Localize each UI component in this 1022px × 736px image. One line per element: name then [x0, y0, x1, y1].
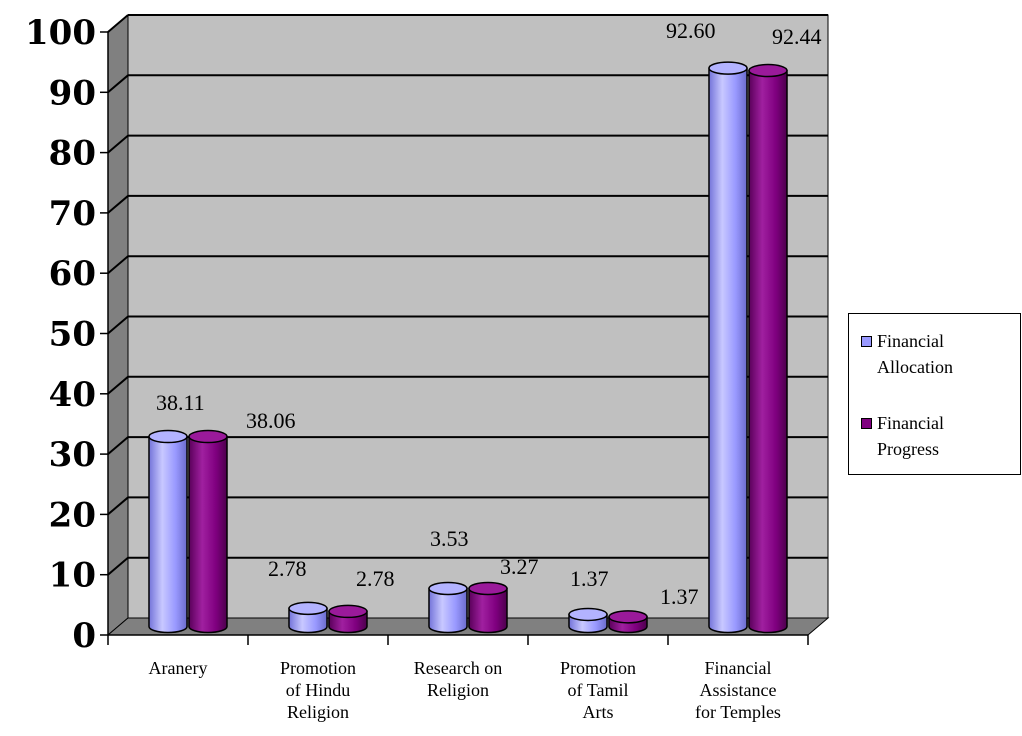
- bar-body: [748, 69, 788, 634]
- bar-body: [188, 435, 228, 634]
- y-tick-label: 10: [49, 556, 96, 596]
- gridline-side: [107, 134, 129, 154]
- category-label-line: of Tamil: [568, 680, 629, 700]
- bar-top: [748, 63, 788, 78]
- category-label-line: Religion: [287, 702, 349, 722]
- bars: [148, 61, 788, 634]
- data-label: 38.06: [246, 408, 296, 433]
- data-label: 92.44: [772, 24, 822, 49]
- bar-top: [608, 610, 648, 624]
- bar: [428, 581, 468, 634]
- legend-label-progress: Financial Progress: [877, 413, 944, 459]
- data-label: 1.37: [570, 566, 609, 591]
- bar: [748, 63, 788, 634]
- gridline-side: [107, 315, 129, 335]
- bar-body: [148, 435, 188, 634]
- data-label: 3.27: [500, 554, 539, 579]
- y-tick-label: 40: [49, 375, 96, 415]
- y-tick-label: 100: [25, 13, 96, 53]
- category-label: Promotion of Tamil Arts: [560, 658, 636, 722]
- y-tick-label: 70: [49, 194, 96, 234]
- data-label: 3.53: [430, 526, 469, 551]
- data-label: 92.60: [666, 18, 716, 43]
- category-label-line: Financial: [705, 658, 772, 678]
- category-label-line: Assistance: [700, 680, 777, 700]
- legend-label-allocation: Financial Allocation: [877, 331, 953, 377]
- bar-top: [468, 581, 508, 596]
- bar: [188, 429, 228, 634]
- y-tick-label: 80: [49, 134, 96, 174]
- y-tick-label: 90: [49, 73, 96, 113]
- bar: [288, 601, 328, 634]
- bar-body: [428, 587, 468, 634]
- category-label-line: Religion: [427, 680, 489, 700]
- gridline-side: [107, 255, 129, 274]
- bar-top: [148, 429, 188, 444]
- bar-top: [708, 61, 748, 75]
- bar: [148, 429, 188, 634]
- category-label-line: Research on: [414, 658, 502, 678]
- legend-swatch-progress: [861, 418, 872, 429]
- bar: [328, 604, 368, 634]
- legend-swatch-allocation: [861, 336, 872, 347]
- gridline-side: [107, 496, 129, 516]
- bar: [568, 607, 608, 634]
- category-label-line: of Hindu: [286, 680, 351, 700]
- bar: [468, 581, 508, 634]
- bar-body: [288, 607, 328, 634]
- bar-top: [428, 581, 468, 596]
- data-label: 2.78: [356, 566, 395, 591]
- data-label: 1.37: [660, 584, 699, 609]
- gridline-side: [107, 556, 129, 576]
- data-label: 2.78: [268, 556, 307, 581]
- category-label-line: Promotion: [280, 658, 356, 678]
- bar: [708, 61, 748, 634]
- data-label: 38.11: [156, 390, 205, 415]
- bar-top: [188, 429, 228, 444]
- category-label: Research on Religion: [414, 658, 502, 700]
- bar-top: [568, 607, 608, 622]
- y-tick-label: 30: [49, 435, 96, 475]
- y-tick-label: 0: [72, 616, 96, 656]
- gridline-side: [107, 195, 129, 214]
- category-label-line: Aranery: [149, 658, 208, 678]
- y-tick-label: 20: [49, 495, 96, 535]
- category-label-line: Arts: [583, 702, 614, 722]
- category-label-line: Promotion: [560, 658, 636, 678]
- legend: Financial Allocation Financial Progress: [848, 313, 1021, 475]
- bar-top: [328, 604, 368, 619]
- category-label: Financial Assistance for Temples: [695, 658, 781, 722]
- gridline-side: [107, 436, 129, 455]
- gridline-side: [107, 74, 129, 94]
- bar-body: [468, 587, 508, 634]
- y-tick-label: 50: [49, 315, 96, 355]
- gridline-side: [107, 14, 129, 33]
- gridline-side: [107, 376, 129, 395]
- category-label: Aranery: [149, 658, 208, 678]
- y-tick-label: 60: [49, 254, 96, 294]
- bar-top: [288, 601, 328, 616]
- category-label-line: for Temples: [695, 702, 781, 722]
- category-label: Promotion of Hindu Religion: [280, 658, 356, 722]
- bar: [608, 610, 648, 634]
- bar-body: [708, 67, 748, 634]
- axes: [100, 31, 809, 645]
